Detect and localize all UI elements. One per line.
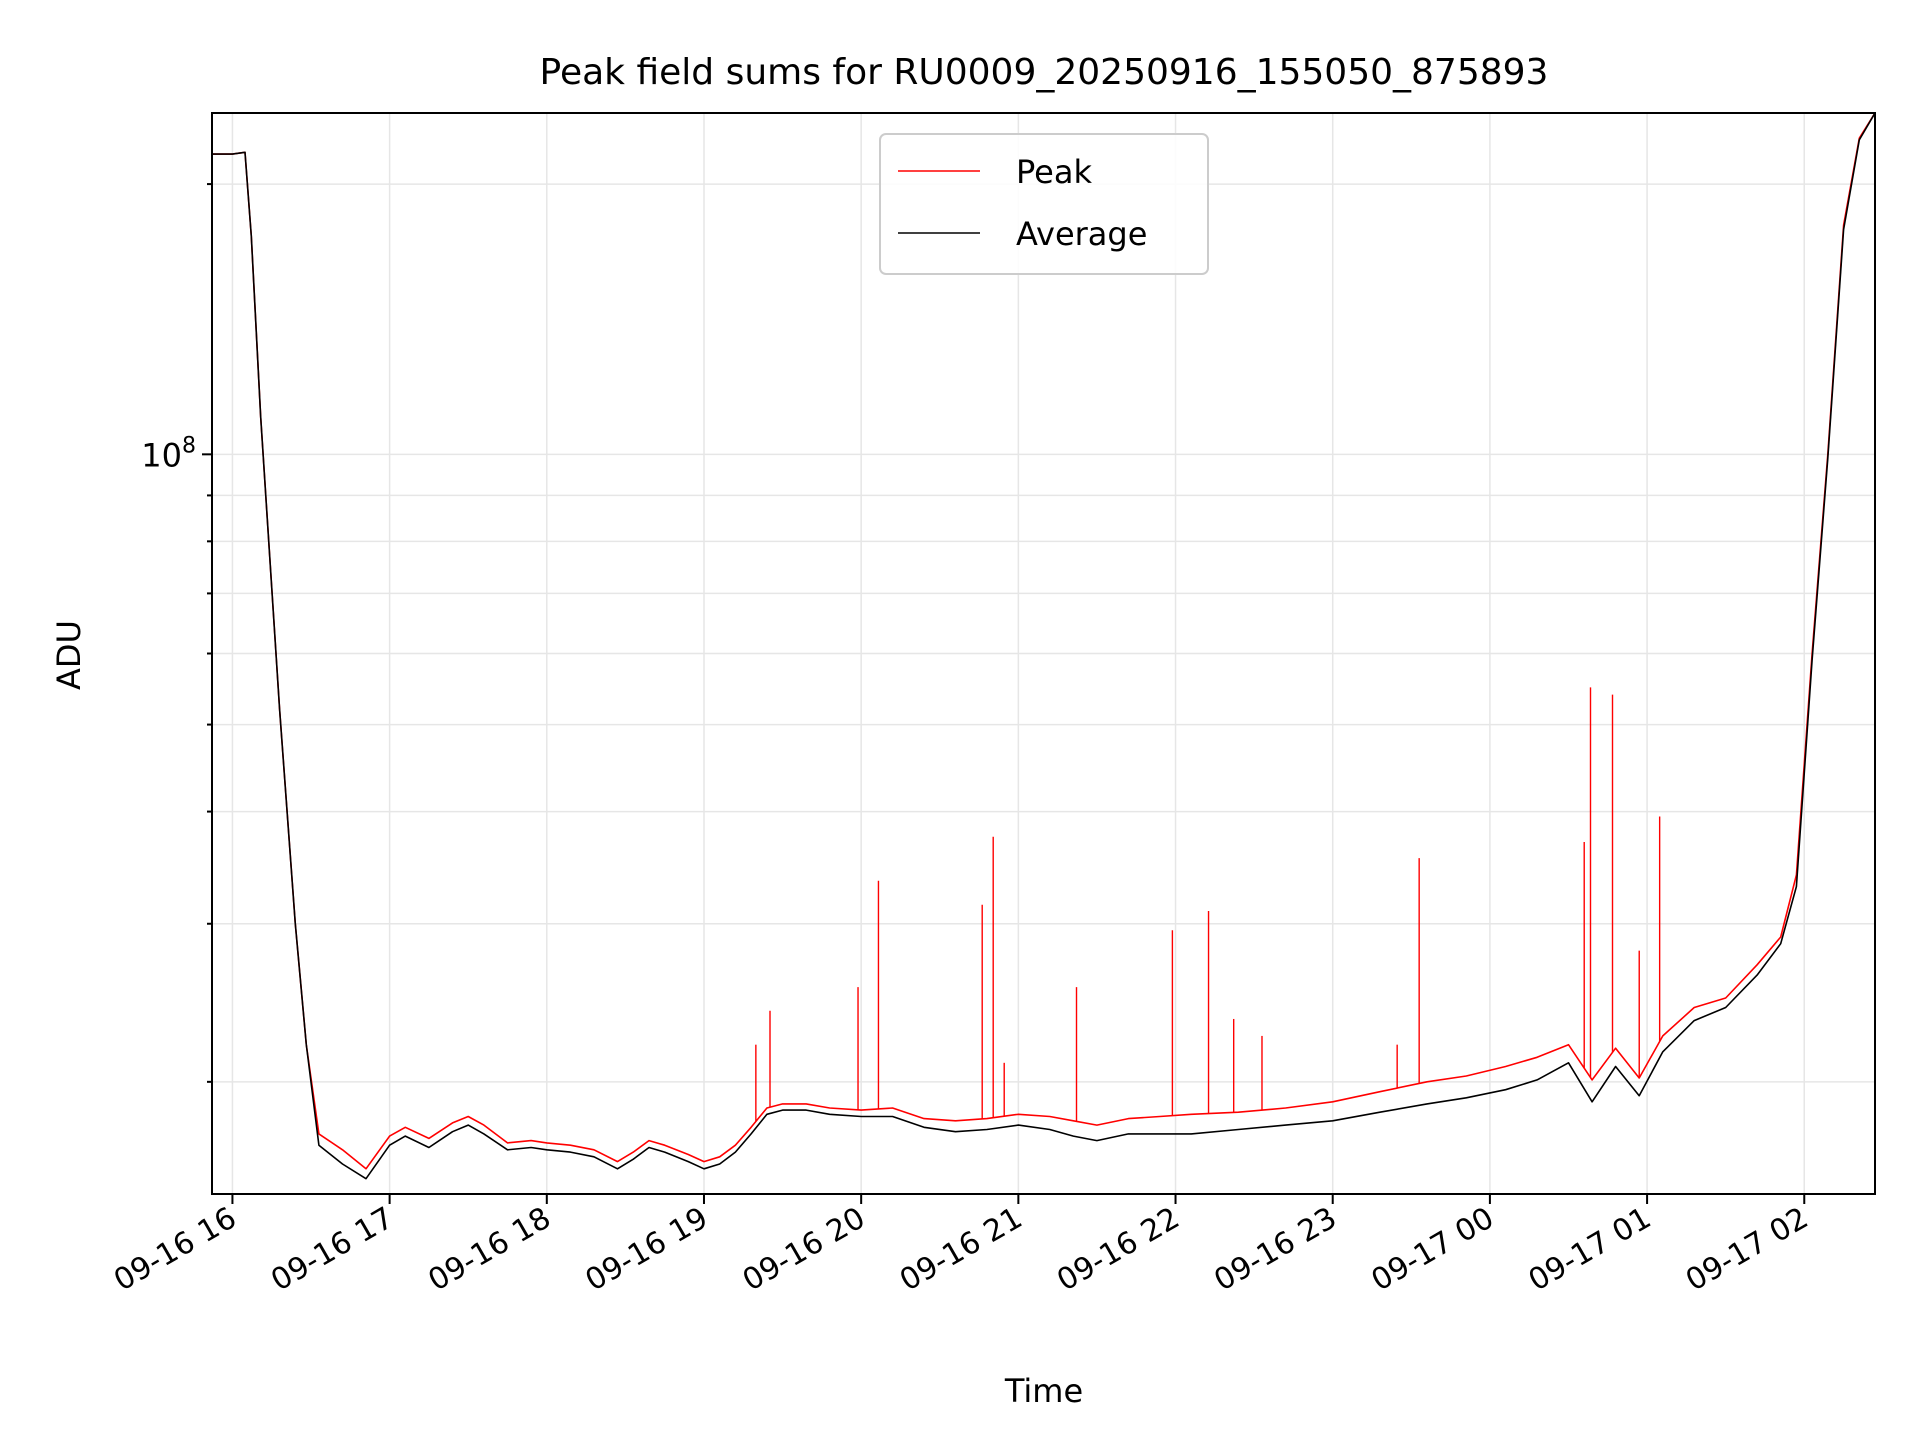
series-layer [212,113,1875,1180]
y-axis: 108 [141,183,212,1083]
grid [212,113,1875,1194]
legend-label-peak: Peak [1016,153,1092,191]
series-line-average [212,113,1875,1180]
y-axis-label: ADU [50,620,88,690]
chart-title: Peak field sums for RU0009_20250916_1550… [540,52,1549,93]
y-tick-label: 108 [141,433,196,474]
x-axis-label: Time [1004,1372,1083,1410]
legend-label-average: Average [1016,215,1147,253]
legend-box [879,133,1209,275]
series-line-peak [212,113,1875,1170]
legend: Peak Average [879,133,1209,275]
